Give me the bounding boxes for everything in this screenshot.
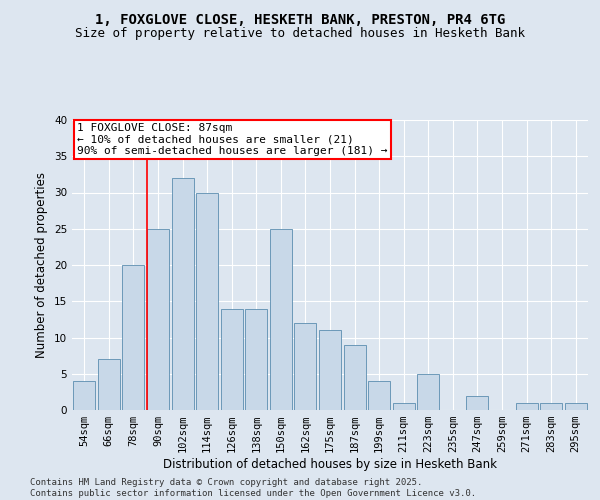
Bar — [122, 265, 145, 410]
Bar — [417, 374, 439, 410]
Bar — [565, 403, 587, 410]
Text: 1 FOXGLOVE CLOSE: 87sqm
← 10% of detached houses are smaller (21)
90% of semi-de: 1 FOXGLOVE CLOSE: 87sqm ← 10% of detache… — [77, 123, 388, 156]
Bar — [270, 229, 292, 410]
Bar — [245, 308, 268, 410]
Bar — [515, 403, 538, 410]
Bar — [73, 381, 95, 410]
X-axis label: Distribution of detached houses by size in Hesketh Bank: Distribution of detached houses by size … — [163, 458, 497, 471]
Bar — [344, 345, 365, 410]
Y-axis label: Number of detached properties: Number of detached properties — [35, 172, 49, 358]
Bar — [368, 381, 390, 410]
Bar — [319, 330, 341, 410]
Text: Contains HM Land Registry data © Crown copyright and database right 2025.
Contai: Contains HM Land Registry data © Crown c… — [30, 478, 476, 498]
Bar — [172, 178, 194, 410]
Bar — [98, 359, 120, 410]
Bar — [295, 323, 316, 410]
Bar — [196, 192, 218, 410]
Bar — [392, 403, 415, 410]
Bar — [147, 229, 169, 410]
Text: 1, FOXGLOVE CLOSE, HESKETH BANK, PRESTON, PR4 6TG: 1, FOXGLOVE CLOSE, HESKETH BANK, PRESTON… — [95, 12, 505, 26]
Bar — [221, 308, 243, 410]
Bar — [540, 403, 562, 410]
Bar — [466, 396, 488, 410]
Text: Size of property relative to detached houses in Hesketh Bank: Size of property relative to detached ho… — [75, 28, 525, 40]
